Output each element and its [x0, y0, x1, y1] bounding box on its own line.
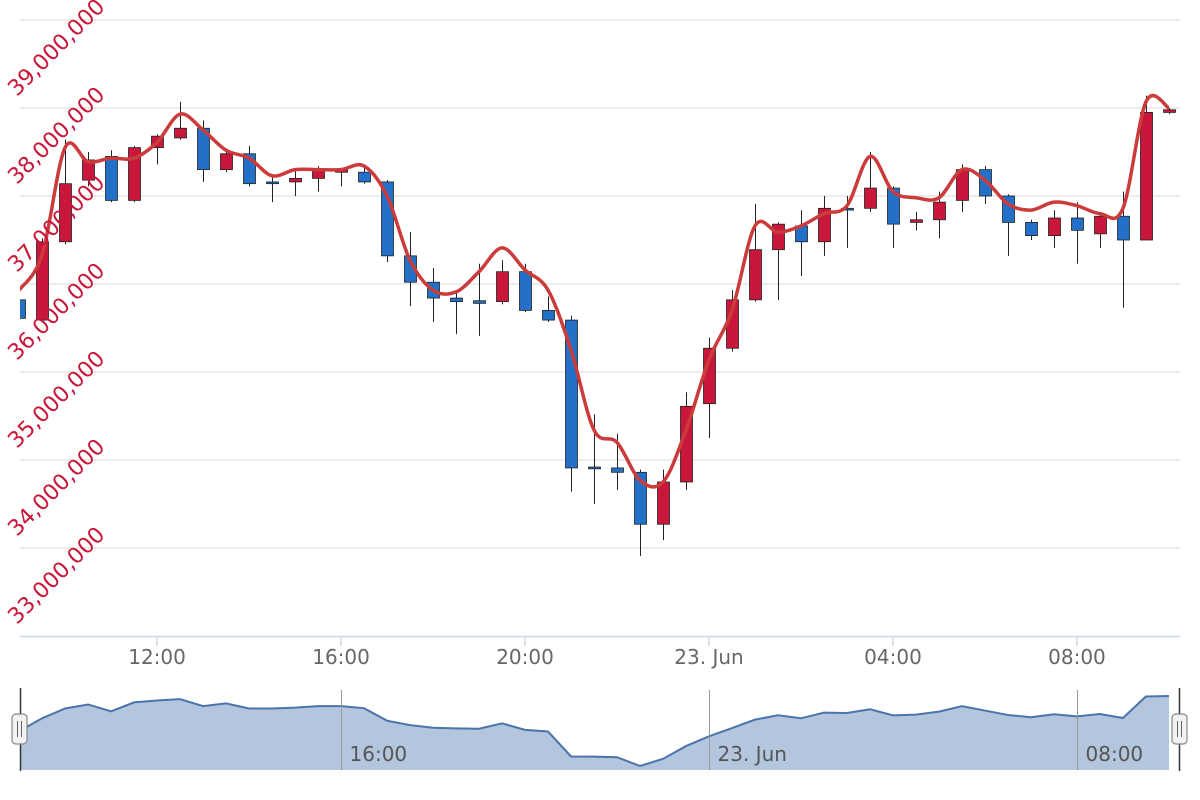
candle-body — [1163, 109, 1176, 113]
candle-body — [473, 300, 486, 304]
navigator-area — [20, 696, 1169, 770]
candle-body — [1048, 217, 1061, 237]
candle-body — [1117, 215, 1130, 241]
candle-body — [1140, 112, 1153, 241]
plot-area — [20, 93, 1176, 556]
x-tick-label: 23. Jun — [674, 645, 743, 669]
axis-labels: 33,000,00034,000,00035,000,00036,000,000… — [3, 0, 1105, 669]
candle-body — [220, 153, 233, 170]
x-tick-label: 08:00 — [1048, 645, 1106, 669]
candle-body — [1071, 217, 1084, 231]
candle-body — [174, 127, 187, 139]
candle-body — [772, 223, 785, 251]
candle-body — [887, 187, 900, 225]
x-tick-label: 04:00 — [864, 645, 922, 669]
candle-body — [634, 471, 647, 525]
candle-body — [59, 183, 72, 243]
candle-body — [358, 171, 371, 183]
candle-body — [1025, 221, 1038, 236]
candle-body — [864, 187, 877, 209]
candle-body — [266, 181, 279, 185]
candle-body — [910, 219, 923, 223]
x-tick-label: 16:00 — [312, 645, 370, 669]
navigator-handle-left[interactable] — [11, 713, 28, 745]
candle-body — [20, 299, 26, 319]
line-series — [20, 93, 1170, 489]
navigator-series — [20, 695, 1169, 770]
candle-body — [657, 481, 670, 525]
candle-body — [1094, 215, 1107, 235]
candle-body — [105, 155, 118, 201]
candle-body — [450, 297, 463, 302]
candle-body — [519, 271, 532, 311]
navigator-tick-label: 23. Jun — [718, 742, 787, 766]
x-tick-label: 12:00 — [128, 645, 186, 669]
candle-body — [588, 466, 601, 470]
grid — [20, 19, 1180, 549]
navigator-handle-right[interactable] — [1171, 713, 1188, 745]
candle-body — [749, 249, 762, 301]
candle-body — [933, 201, 946, 221]
navigator-tick-label: 16:00 — [350, 742, 408, 766]
candle-body — [542, 309, 555, 321]
candle-body — [289, 177, 302, 183]
x-tick-label: 20:00 — [496, 645, 554, 669]
candle-body — [611, 467, 624, 473]
candle-body — [496, 271, 509, 302]
navigator-tick-label: 08:00 — [1086, 742, 1144, 766]
navigator-line — [20, 695, 1169, 768]
candle-body — [128, 147, 141, 201]
navigator: 16:00 23. Jun 08:00 — [20, 690, 1169, 770]
candle-body — [82, 159, 95, 181]
